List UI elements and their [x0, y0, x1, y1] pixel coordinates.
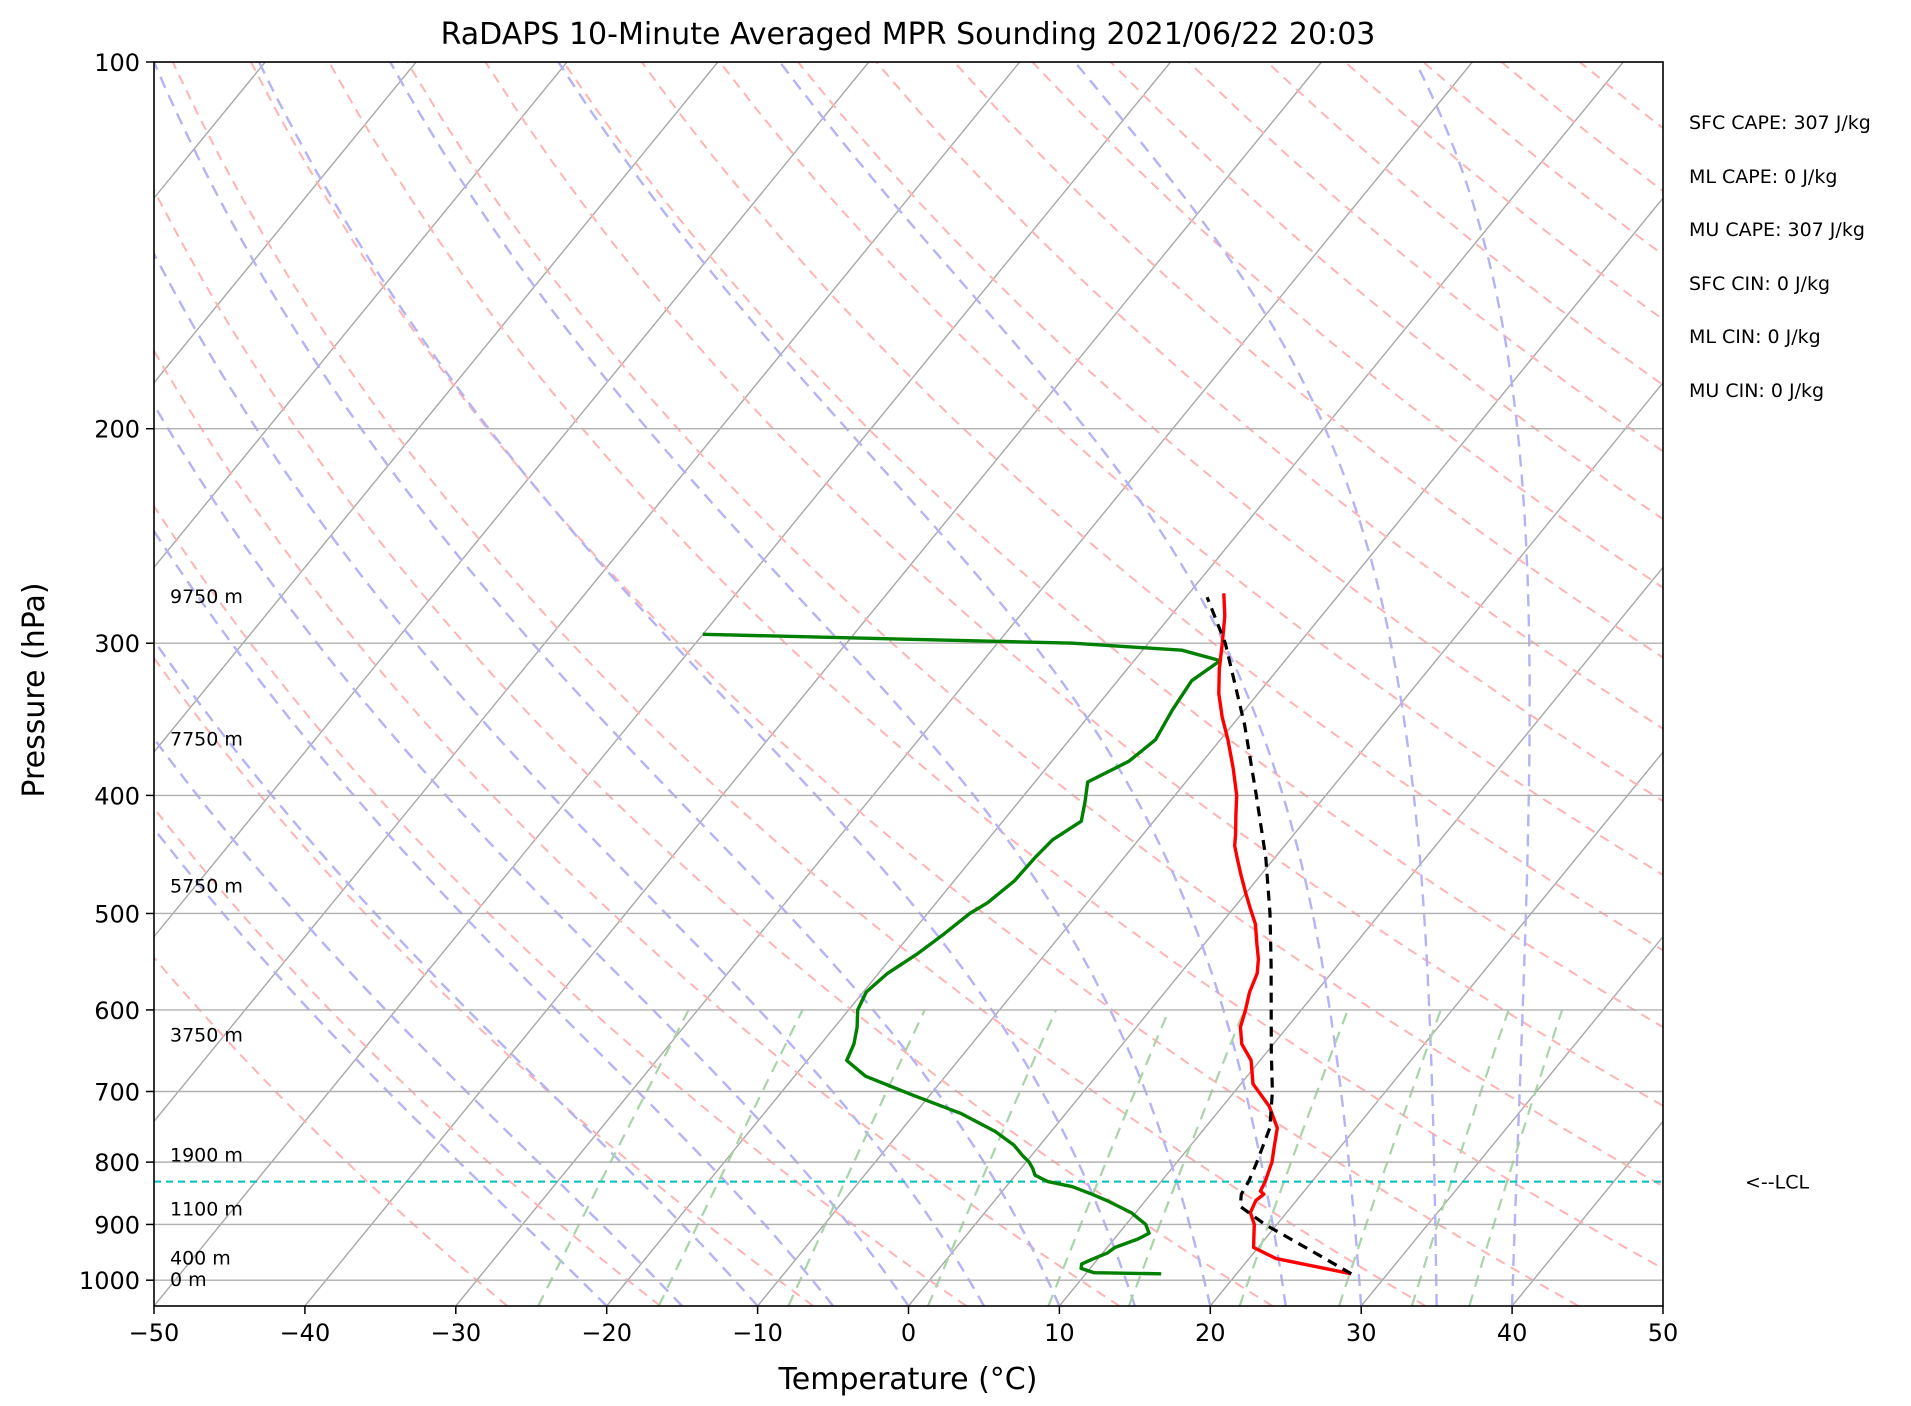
- isotherm-line: [455, 62, 1473, 1306]
- y-tick-label: 900: [94, 1211, 140, 1239]
- x-tick-label: 40: [1497, 1319, 1528, 1347]
- moist-adiabat-line: [154, 62, 1061, 1306]
- mu-cape-label: MU CAPE: 307 J/kg: [1689, 219, 1865, 241]
- y-tick-label: 800: [94, 1149, 140, 1177]
- moist-adiabat-line: [154, 826, 608, 1306]
- reference-lines: [154, 62, 1663, 1306]
- mixing-ratio-line: [1047, 1009, 1170, 1306]
- lcl-label: <--LCL: [1745, 1172, 1809, 1194]
- ml-cape-label: ML CAPE: 0 J/kg: [1689, 166, 1837, 188]
- mixing-ratio-line: [926, 1009, 1058, 1306]
- x-tick-label: 30: [1346, 1319, 1377, 1347]
- parcel-path-line: [1205, 596, 1353, 1276]
- moist-adiabat-line: [1073, 62, 1438, 1306]
- isotherm-line: [606, 62, 1624, 1306]
- y-tick-label: 500: [94, 900, 140, 928]
- isotherm-line: [154, 62, 719, 754]
- isotherm-line: [1058, 566, 1663, 1306]
- moist-adiabat-line: [778, 62, 1363, 1306]
- moist-adiabat-line: [154, 402, 910, 1306]
- dry-adiabat-line: [154, 504, 967, 1306]
- isotherm-line: [304, 62, 1323, 1306]
- isotherm-line: [154, 62, 1172, 1306]
- isotherm-line: [1209, 750, 1663, 1306]
- isotherm-line: [154, 62, 1021, 1123]
- plot-background: [154, 62, 1663, 1306]
- dry-adiabat-line: [250, 62, 1579, 1306]
- x-tick-label: 0: [901, 1319, 916, 1347]
- dry-adiabat-line: [328, 62, 1663, 1270]
- stability-indices: SFC CAPE: 307 J/kg ML CAPE: 0 J/kg MU CA…: [1689, 112, 1871, 402]
- mixing-ratio-line: [1338, 1009, 1442, 1306]
- height-label: 7750 m: [170, 729, 243, 751]
- lcl-group: <--LCL: [154, 1172, 1809, 1194]
- mixing-ratio-line: [787, 1009, 926, 1306]
- x-tick-label: −50: [129, 1319, 180, 1347]
- x-tick-label: −20: [581, 1319, 632, 1347]
- x-tick-label: −10: [732, 1319, 783, 1347]
- moist-adiabat-line: [1414, 62, 1531, 1306]
- isotherm-line: [154, 62, 568, 569]
- isotherm-line: [907, 381, 1663, 1306]
- height-label: 1100 m: [170, 1199, 243, 1221]
- height-label: 9750 m: [170, 586, 243, 608]
- x-tick-label: 50: [1648, 1319, 1679, 1347]
- moist-adiabat-line: [154, 638, 759, 1306]
- y-tick-label: 100: [94, 49, 140, 77]
- mixing-ratio-line: [1238, 1009, 1349, 1306]
- dry-adiabat-line: [484, 62, 1663, 1107]
- mu-cin-label: MU CIN: 0 J/kg: [1689, 380, 1824, 402]
- moist-adiabat-line: [257, 62, 1136, 1306]
- dry-adiabat-line: [154, 656, 814, 1306]
- sfc-cin-label: SFC CIN: 0 J/kg: [1689, 273, 1830, 295]
- y-tick-label: 700: [94, 1078, 140, 1106]
- moist-adiabat-line: [557, 62, 1287, 1306]
- dry-adiabat-line: [562, 62, 1663, 1029]
- dry-adiabat-line: [406, 62, 1663, 1188]
- sfc-cape-label: SFC CAPE: 307 J/kg: [1689, 112, 1871, 134]
- y-axis-label: Pressure (hPa): [17, 582, 52, 797]
- y-tick-label: 600: [94, 997, 140, 1025]
- dry-adiabat-line: [719, 62, 1663, 877]
- y-axis-ticks: 100 200 300 400 500 600 700 800 900 1000: [79, 49, 154, 1295]
- height-label: 0 m: [170, 1269, 207, 1291]
- mixing-ratio-line: [657, 1009, 804, 1306]
- mixing-ratio-line: [1468, 1009, 1564, 1306]
- isotherm-line: [1360, 935, 1663, 1306]
- y-tick-label: 400: [94, 782, 140, 810]
- y-tick-label: 300: [94, 630, 140, 658]
- height-label: 1900 m: [170, 1144, 243, 1166]
- y-tick-label: 200: [94, 416, 140, 444]
- mixing-ratio-line: [1410, 1009, 1510, 1306]
- y-tick-label: 1000: [79, 1267, 140, 1295]
- x-axis-ticks: −50 −40 −30 −20 −10 0 10 20 30 40 50: [129, 1306, 1679, 1347]
- x-tick-label: −30: [430, 1319, 481, 1347]
- moist-adiabat-line: [389, 62, 1212, 1306]
- isotherm-line: [154, 62, 417, 384]
- height-label: 400 m: [170, 1248, 231, 1270]
- profile-lines: [702, 593, 1353, 1276]
- dry-adiabat-line: [154, 806, 661, 1306]
- moist-adiabat-line: [154, 736, 683, 1306]
- mixing-ratio-line: [1127, 1009, 1246, 1306]
- dry-adiabat-line: [875, 62, 1663, 730]
- isotherm-line: [154, 62, 870, 938]
- moist-adiabat-line: [154, 251, 986, 1306]
- chart-title: RaDAPS 10-Minute Averaged MPR Sounding 2…: [441, 17, 1376, 52]
- ml-cin-label: ML CIN: 0 J/kg: [1689, 326, 1821, 348]
- x-tick-label: −40: [280, 1319, 331, 1347]
- x-tick-label: 20: [1195, 1319, 1226, 1347]
- x-tick-label: 10: [1044, 1319, 1075, 1347]
- pressure-gridlines: [154, 62, 1663, 1281]
- dewpoint-line: [702, 632, 1222, 1276]
- temperature-line: [1217, 593, 1352, 1276]
- dry-adiabat-line: [154, 348, 1120, 1306]
- mixing-ratio-line: [537, 1009, 690, 1306]
- dry-adiabat-line: [171, 62, 1426, 1306]
- height-label: 5750 m: [170, 875, 243, 897]
- x-axis-label: Temperature (°C): [778, 1362, 1038, 1397]
- height-label: 3750 m: [170, 1025, 243, 1047]
